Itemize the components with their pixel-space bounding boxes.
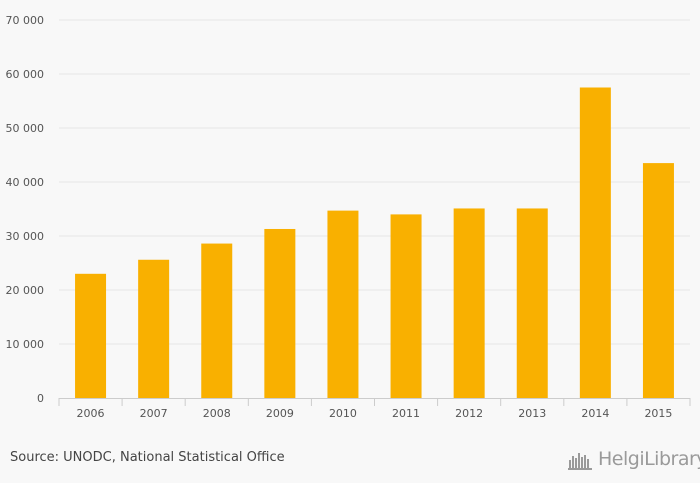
bar-2006 bbox=[75, 273, 107, 398]
x-tick-label: 2008 bbox=[203, 407, 231, 420]
x-tick-label: 2007 bbox=[140, 407, 168, 420]
x-axis-tick-labels: 2006 2007 2008 2009 2010 2011 2012 2013 2014 2015 bbox=[58, 398, 691, 420]
x-tick-label: 2011 bbox=[392, 407, 420, 420]
brand-text: HelgiLibrary bbox=[598, 448, 700, 470]
y-tick-label: 0 bbox=[37, 392, 44, 405]
bar-2014 bbox=[579, 87, 611, 398]
y-tick-label: 20 000 bbox=[6, 284, 45, 297]
bar-2010 bbox=[327, 210, 359, 398]
x-tick-label: 2015 bbox=[644, 407, 672, 420]
x-tick-label: 2012 bbox=[455, 407, 483, 420]
helgi-library-logo-icon bbox=[568, 453, 592, 470]
y-tick-label: 10 000 bbox=[6, 338, 45, 351]
y-tick-label: 30 000 bbox=[6, 230, 45, 243]
brand-logo: HelgiLibrary bbox=[568, 446, 700, 472]
bar-2013 bbox=[516, 208, 548, 398]
x-tick-label: 2010 bbox=[329, 407, 357, 420]
bar-2007 bbox=[138, 259, 170, 398]
x-tick-label: 2006 bbox=[77, 407, 105, 420]
bar-2015 bbox=[642, 163, 674, 398]
bars bbox=[75, 87, 674, 398]
y-tick-label: 40 000 bbox=[6, 176, 45, 189]
bar-2012 bbox=[453, 208, 485, 398]
source-note: Source: UNODC, National Statistical Offi… bbox=[10, 450, 285, 465]
y-tick-label: 60 000 bbox=[6, 68, 45, 81]
bar-2008 bbox=[201, 243, 233, 398]
bar-2009 bbox=[264, 228, 296, 398]
y-axis-tick-labels: 0 10 000 20 000 30 000 40 000 50 000 60 000 70 … bbox=[6, 14, 45, 405]
y-tick-label: 70 000 bbox=[6, 14, 45, 27]
bar-chart: 0 10 000 20 000 30 000 40 000 50 000 60 000 70 … bbox=[6, 14, 691, 420]
bar-2011 bbox=[390, 214, 422, 398]
x-tick-label: 2013 bbox=[518, 407, 546, 420]
y-tick-label: 50 000 bbox=[6, 122, 45, 135]
x-tick-label: 2014 bbox=[581, 407, 609, 420]
x-tick-label: 2009 bbox=[266, 407, 294, 420]
